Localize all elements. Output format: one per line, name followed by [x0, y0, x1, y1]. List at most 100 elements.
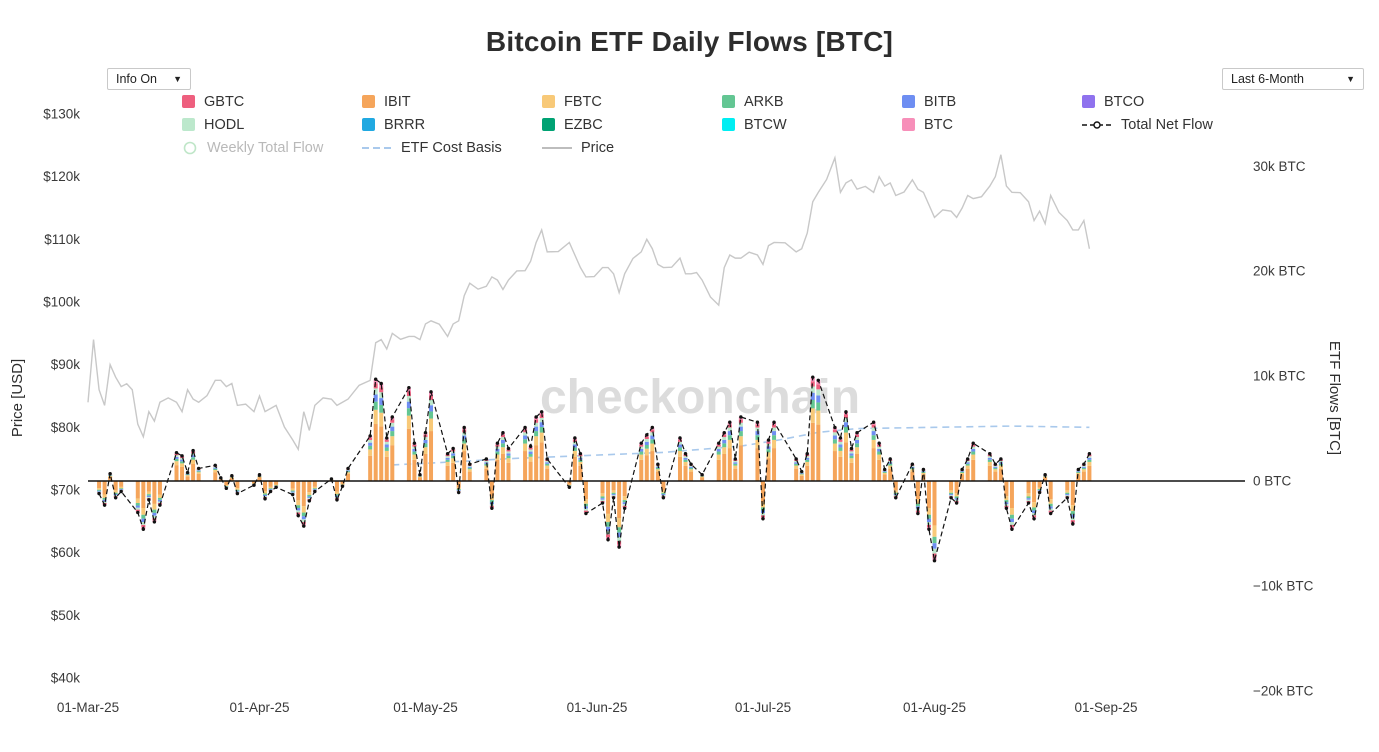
- flow-bar-segment: [462, 443, 467, 452]
- flow-bar-segment: [379, 398, 384, 405]
- net-flow-marker: [539, 410, 544, 414]
- flow-bar-segment: [987, 457, 992, 460]
- legend-item-price[interactable]: Price: [542, 140, 722, 156]
- legend-item-weekly-total-flow[interactable]: Weekly Total Flow: [182, 140, 362, 156]
- flow-bar-segment: [832, 439, 837, 444]
- flow-bar-segment: [1032, 502, 1037, 508]
- legend-item-btco[interactable]: BTCO: [1082, 94, 1262, 110]
- flow-bar-segment: [971, 444, 976, 447]
- net-flow-marker: [523, 425, 527, 430]
- flow-bar-segment: [650, 443, 655, 452]
- info-toggle-dropdown[interactable]: Info On ▼: [107, 68, 191, 90]
- net-flow-marker: [1037, 490, 1042, 495]
- flow-bar-segment: [539, 432, 544, 443]
- flow-bar-segment: [700, 476, 705, 478]
- flow-bar-segment: [213, 472, 218, 481]
- time-range-dropdown[interactable]: Last 6-Month ▼: [1222, 68, 1364, 90]
- legend-item-btc[interactable]: BTC: [902, 117, 1082, 133]
- flow-bar-segment: [152, 503, 157, 510]
- flow-bar-segment: [1032, 513, 1037, 516]
- legend-item-bitb[interactable]: BITB: [902, 94, 1082, 110]
- flow-bar-segment: [772, 435, 777, 440]
- flow-axis-tick-label: 10k BTC: [1253, 369, 1306, 384]
- legend-item-btcw[interactable]: BTCW: [722, 117, 902, 133]
- flow-bar-segment: [1004, 481, 1009, 497]
- net-flow-marker: [346, 466, 350, 471]
- flow-bar-segment: [987, 465, 992, 481]
- legend-item-hodl[interactable]: HODL: [182, 117, 362, 133]
- net-flow-marker: [462, 425, 466, 430]
- flow-bar-segment: [462, 432, 467, 436]
- flow-bar-segment: [489, 496, 494, 501]
- flow-bar-segment: [1087, 461, 1092, 466]
- flow-bar-segment: [805, 457, 810, 460]
- legend-item-total-net-flow[interactable]: Total Net Flow: [1082, 117, 1262, 133]
- flow-bar-segment: [772, 448, 777, 481]
- flow-bar-segment: [528, 447, 533, 450]
- flow-bar-segment: [334, 491, 339, 495]
- flow-bar-segment: [534, 426, 539, 432]
- flow-bar-segment: [915, 506, 920, 509]
- flow-bar-segment: [334, 481, 339, 492]
- net-flow-marker: [622, 506, 627, 510]
- legend-item-ibit[interactable]: IBIT: [362, 94, 542, 110]
- flow-bar-segment: [766, 449, 771, 453]
- flow-bar-segment: [661, 492, 666, 495]
- flow-bar-segment: [932, 543, 937, 549]
- flow-bar-segment: [926, 514, 931, 519]
- flow-bar-segment: [135, 503, 140, 506]
- flow-bar-segment: [949, 492, 954, 495]
- flow-bar-segment: [578, 459, 583, 462]
- flow-bar-segment: [141, 524, 146, 528]
- price-axis-tick-label: $40k: [51, 671, 81, 686]
- legend-label: BRRR: [384, 116, 426, 133]
- flow-bar-segment: [760, 481, 765, 503]
- legend-item-brrr[interactable]: BRRR: [362, 117, 542, 133]
- flow-bar-segment: [263, 493, 268, 495]
- flow-bar-segment: [644, 444, 649, 449]
- net-flow-marker: [484, 457, 489, 461]
- flow-bar-segment: [268, 486, 273, 489]
- legend-item-arkb[interactable]: ARKB: [722, 94, 902, 110]
- legend-item-ezbc[interactable]: EZBC: [542, 117, 722, 133]
- flow-bar-segment: [1009, 508, 1014, 515]
- net-flow-marker: [678, 436, 682, 440]
- flow-bar-segment: [838, 450, 843, 457]
- net-flow-marker: [717, 441, 721, 445]
- net-flow-marker: [429, 390, 433, 394]
- flow-bar-segment: [312, 489, 317, 490]
- legend-item-etf-cost-basis[interactable]: ETF Cost Basis: [362, 140, 542, 156]
- net-flow-marker: [335, 498, 339, 502]
- flow-bar-segment: [113, 490, 118, 493]
- flow-bar-segment: [700, 477, 705, 481]
- net-flow-marker: [584, 511, 588, 516]
- flow-bar-segment: [384, 456, 389, 481]
- flow-bar-segment: [412, 446, 417, 449]
- flow-bar-segment: [838, 441, 843, 445]
- flow-bar-segment: [489, 481, 494, 497]
- flow-bar-segment: [971, 448, 976, 452]
- legend-item-gbtc[interactable]: GBTC: [182, 94, 362, 110]
- flow-bar-segment: [965, 465, 970, 469]
- flow-bar-segment: [639, 451, 644, 455]
- flow-axis-tick-label: 0 BTC: [1253, 474, 1292, 489]
- flow-bar-segment: [677, 444, 682, 448]
- flow-bar-segment: [622, 481, 627, 497]
- legend-item-fbtc[interactable]: FBTC: [542, 94, 722, 110]
- flow-bar-segment: [1070, 514, 1075, 518]
- flow-bar-segment: [368, 439, 373, 443]
- flow-bar-segment: [921, 471, 926, 473]
- price-axis-title: Price [USD]: [9, 359, 26, 437]
- flow-bar-segment: [523, 439, 528, 444]
- x-axis-tick-label: 01-May-25: [393, 700, 458, 715]
- net-flow-marker: [645, 433, 649, 437]
- flow-bar-segment: [185, 476, 190, 481]
- flow-bar-segment: [733, 462, 738, 464]
- flow-bar-segment: [855, 453, 860, 481]
- flow-axis-tick-label: 30k BTC: [1253, 159, 1306, 174]
- flow-bar-segment: [301, 516, 306, 520]
- flow-bar-segment: [716, 448, 721, 452]
- legend-label: IBIT: [384, 93, 411, 110]
- flow-bar-segment: [677, 456, 682, 481]
